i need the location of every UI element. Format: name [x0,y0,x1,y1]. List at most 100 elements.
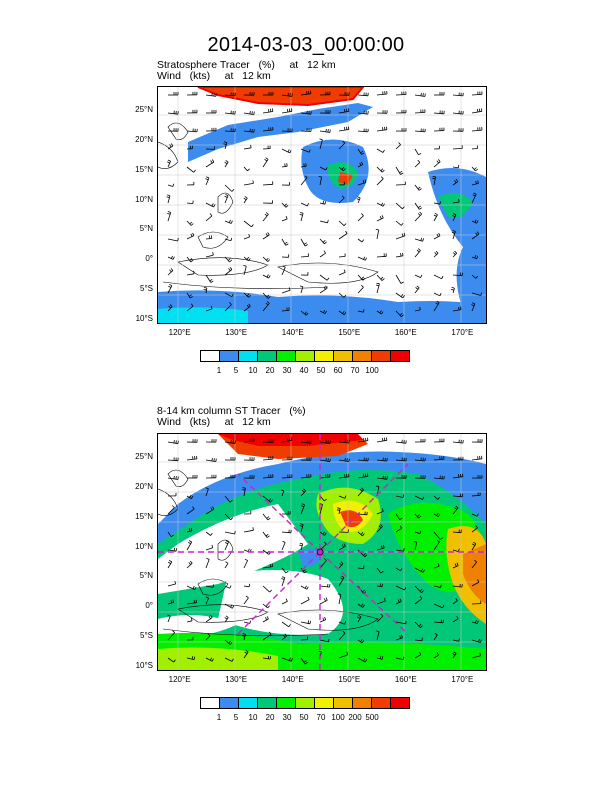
wind-barb-flag [399,170,403,174]
wind-barb-flag [303,488,306,492]
wind-barb [224,585,230,589]
wind-barb [376,547,385,551]
wind-barb-flag [386,437,388,441]
colorbar-label: 100 [331,713,345,722]
wind-barb [433,274,442,280]
wind-barb-flag [172,256,175,260]
wind-barb-flag [284,633,288,637]
wind-barb [395,255,404,258]
wind-barb-flag [454,250,457,254]
wind-barb-flag [380,176,384,179]
wind-barb [205,585,214,588]
wind-barb-flag [266,616,269,620]
wind-barb-flag [211,457,213,462]
colorbar-swatch [390,350,410,362]
wind-barb-flag [399,598,402,602]
wind-barb-flag [229,585,232,589]
wind-barb [224,256,230,263]
wind-barb [357,182,367,186]
wind-barb [452,600,458,605]
wind-barb [281,531,291,534]
wind-barb-flag [323,286,326,290]
wind-barb [243,585,250,588]
wind-barb [471,256,477,260]
wind-barb-flag [340,561,344,564]
wind-barbs [167,437,483,665]
wind-barb-flag [365,473,367,477]
wind-barb-flag [360,532,364,535]
wind-barb [224,220,232,224]
wind-barb-flag [301,503,305,506]
wind-barb [319,238,325,245]
wind-barb [300,148,310,153]
wind-barb-flag [328,638,330,642]
wind-barb [186,585,195,591]
wind-barb-flag [337,507,341,509]
wind-barb-flag [422,93,424,97]
wind-barb [338,256,346,258]
wind-barb-flag [479,652,481,656]
lat-tick-label: 25°N [135,451,153,461]
wind-barb [300,165,307,168]
wind-barb-flag [403,232,406,236]
wind-barb-flag [272,108,274,112]
wind-barb [357,256,366,261]
colorbar-swatch [371,350,391,362]
wind-barb [281,490,285,497]
wind-barb-flag [400,568,403,572]
colorbar-swatch [390,697,410,709]
wind-barb-flag [172,599,174,603]
colorbar-label: 10 [248,713,258,722]
wind-barb [471,292,481,296]
wind-barb [338,142,346,150]
wind-barb-flag [209,657,213,661]
lat-tick-label: 20°N [135,481,153,491]
wind-barb [281,267,286,276]
wind-barb-flag [341,195,345,199]
wind-barb [224,161,229,168]
wind-barb-flag [375,229,379,231]
wind-barb-flag [303,570,307,574]
wind-barb [395,657,404,661]
wind-barb-flag [342,140,346,144]
wind-barb [471,494,481,497]
wind-barb [338,220,345,226]
wind-barb-flag [242,633,246,635]
wind-barb-flag [473,167,477,170]
wind-barb-flag [419,596,423,599]
graticule [158,87,486,323]
wind-barb-flag [252,180,254,184]
wind-barb [433,654,439,659]
wind-barb [319,476,331,479]
wind-barb-flag [281,576,286,578]
wind-barb-flag [382,149,385,153]
wind-barb [262,111,273,114]
wind-barb [338,495,346,499]
wind-barb-flag [442,605,445,609]
wind-barb-flag [303,660,307,663]
wind-barb [433,458,445,461]
wind-barb-flag [225,561,229,564]
wind-barb [319,639,329,643]
wind-barb [205,287,208,294]
wind-barb [167,615,171,623]
wind-barb [471,233,480,240]
wind-barb [414,459,425,462]
wind-barb-flag [342,630,346,634]
wind-barb-flag [190,233,193,237]
colorbar-label: 200 [348,713,362,722]
wind-barb-flag [170,143,174,147]
wind-barb [186,256,192,263]
wind-barb [186,495,192,500]
wind-barb [338,632,346,641]
wind-barb-flag [379,310,382,314]
wind-barb-flag [324,616,327,620]
wind-barb-flag [381,508,384,512]
wind-barb [262,603,268,609]
colorbar-label: 50 [316,366,326,375]
wind-barb-flag [323,250,326,254]
wind-barb [414,112,426,114]
wind-barb-flag [325,439,327,444]
wind-barb-flag [307,203,309,207]
wind-barb [262,585,270,593]
